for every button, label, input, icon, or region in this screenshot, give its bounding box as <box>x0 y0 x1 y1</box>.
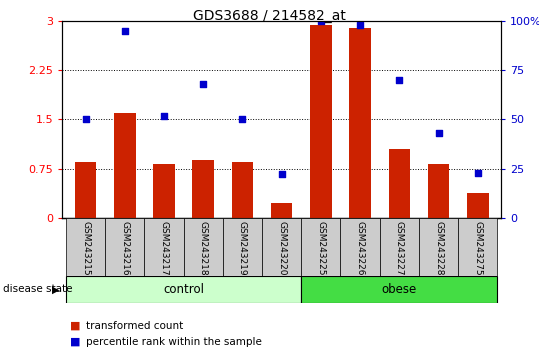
Bar <box>341 218 379 276</box>
Text: GSM243225: GSM243225 <box>316 221 326 275</box>
Text: GSM243228: GSM243228 <box>434 221 443 275</box>
Bar <box>301 276 497 303</box>
Bar <box>301 218 341 276</box>
Point <box>199 81 208 87</box>
Bar <box>66 276 301 303</box>
Text: ▶: ▶ <box>52 284 59 295</box>
Point <box>395 78 404 83</box>
Text: GSM243217: GSM243217 <box>160 221 169 275</box>
Text: obese: obese <box>382 283 417 296</box>
Bar <box>144 218 184 276</box>
Bar <box>114 113 135 218</box>
Bar <box>467 193 488 218</box>
Point <box>120 28 129 34</box>
Text: GSM243215: GSM243215 <box>81 221 90 275</box>
Bar <box>262 218 301 276</box>
Bar <box>379 218 419 276</box>
Bar <box>75 162 96 218</box>
Bar <box>66 218 105 276</box>
Point <box>434 130 443 136</box>
Point <box>473 170 482 175</box>
Point <box>81 117 90 122</box>
Text: percentile rank within the sample: percentile rank within the sample <box>86 337 262 347</box>
Text: GDS3688 / 214582_at: GDS3688 / 214582_at <box>193 9 346 23</box>
Point <box>356 22 364 28</box>
Bar <box>419 218 458 276</box>
Text: GSM243226: GSM243226 <box>356 221 364 275</box>
Text: GSM243218: GSM243218 <box>199 221 208 275</box>
Bar <box>428 164 450 218</box>
Text: transformed count: transformed count <box>86 321 183 331</box>
Bar <box>232 162 253 218</box>
Text: GSM243216: GSM243216 <box>120 221 129 275</box>
Text: disease state: disease state <box>3 284 72 295</box>
Text: ■: ■ <box>70 321 80 331</box>
Text: GSM243275: GSM243275 <box>473 221 482 275</box>
Text: ■: ■ <box>70 337 80 347</box>
Text: GSM243227: GSM243227 <box>395 221 404 275</box>
Bar <box>271 203 293 218</box>
Text: control: control <box>163 283 204 296</box>
Bar <box>223 218 262 276</box>
Bar <box>310 24 331 218</box>
Point <box>316 18 325 24</box>
Bar <box>389 149 410 218</box>
Bar <box>153 164 175 218</box>
Point <box>238 117 247 122</box>
Bar <box>105 218 144 276</box>
Bar <box>192 160 214 218</box>
Point <box>277 172 286 177</box>
Bar <box>458 218 497 276</box>
Text: GSM243219: GSM243219 <box>238 221 247 275</box>
Bar <box>349 28 371 218</box>
Text: GSM243220: GSM243220 <box>277 221 286 275</box>
Point <box>160 113 168 118</box>
Bar <box>184 218 223 276</box>
